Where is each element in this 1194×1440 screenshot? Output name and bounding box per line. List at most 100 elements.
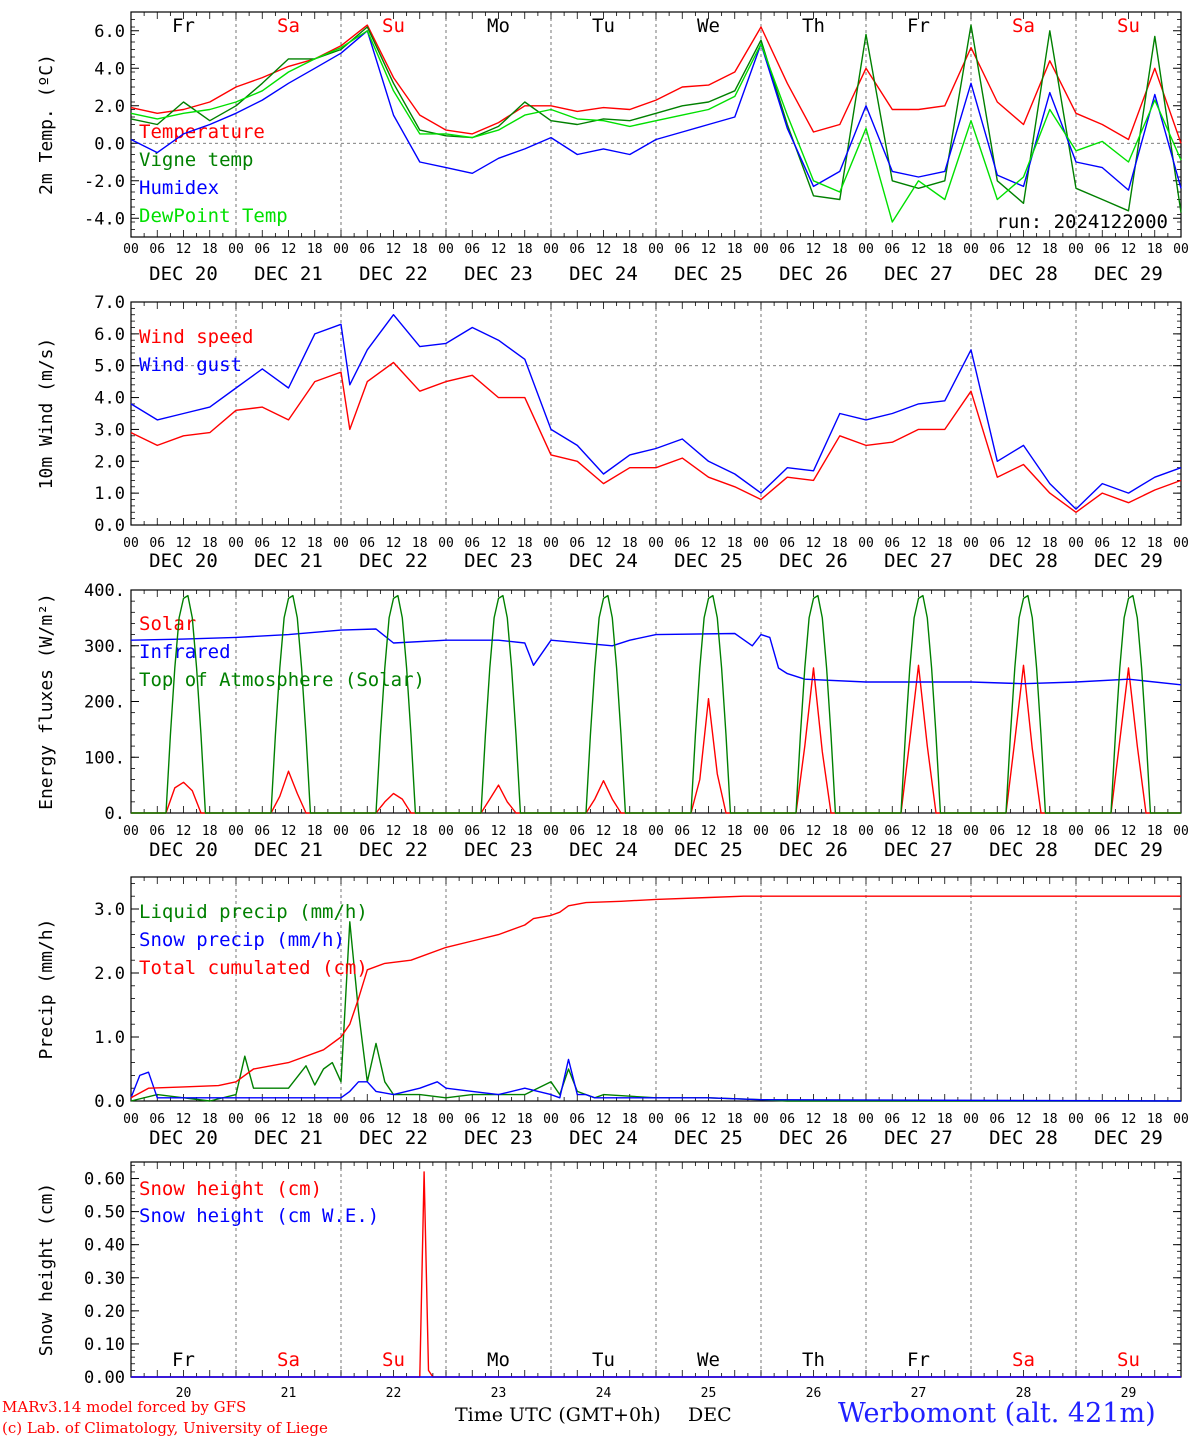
x-hour-label: 18 (622, 242, 638, 257)
x-hour-label: 12 (911, 824, 927, 839)
x-hour-label: 12 (806, 536, 822, 551)
y-tick-label: 0.0 (94, 1092, 125, 1112)
x-hour-label: 12 (701, 242, 717, 257)
x-hour-label: 06 (149, 824, 165, 839)
series-line (130, 24, 1182, 144)
y-tick-label: -2.0 (84, 172, 125, 192)
x-date-label: DEC 24 (569, 839, 638, 861)
y-tick-label: 1.0 (94, 484, 125, 504)
day-number-label: 21 (281, 1386, 297, 1401)
y-tick-label: 0.40 (84, 1236, 125, 1256)
x-hour-label: 00 (1068, 242, 1084, 257)
x-hour-label: 18 (1147, 242, 1163, 257)
y-tick-label: 4.0 (94, 389, 125, 409)
legend-label: Wind gust (139, 354, 242, 376)
x-hour-label: 00 (858, 824, 874, 839)
day-number-label: 22 (386, 1386, 402, 1401)
x-hour-label: 12 (176, 536, 192, 551)
x-hour-label: 00 (333, 1112, 349, 1127)
x-hour-label: 06 (779, 824, 795, 839)
x-hour-label: 12 (911, 242, 927, 257)
series-line (130, 30, 1182, 191)
x-hour-label: 12 (1016, 824, 1032, 839)
x-hour-label: 12 (701, 1112, 717, 1127)
x-hour-label: 12 (911, 1112, 927, 1127)
x-date-label: DEC 20 (149, 1127, 218, 1149)
series-line (130, 30, 1182, 223)
legend-label: Solar (139, 613, 196, 635)
day-number-label: 27 (911, 1386, 927, 1401)
y-axis-label: Precip (mm/h) (36, 919, 57, 1060)
x-hour-label: 00 (228, 242, 244, 257)
y-tick-label: 7.0 (94, 293, 125, 313)
x-hour-label: 18 (517, 1112, 533, 1127)
day-number-label: 25 (701, 1386, 717, 1401)
day-number-label: 28 (1016, 1386, 1032, 1401)
x-hour-label: 06 (779, 242, 795, 257)
x-date-label: DEC 29 (1094, 1127, 1163, 1149)
x-date-label: DEC 29 (1094, 263, 1163, 285)
x-hour-label: 12 (491, 242, 507, 257)
x-hour-label: 00 (753, 1112, 769, 1127)
x-hour-label: 12 (386, 824, 402, 839)
x-hour-label: 12 (1121, 824, 1137, 839)
x-hour-label: 06 (779, 536, 795, 551)
x-date-label: DEC 22 (359, 550, 428, 572)
legend-label: Liquid precip (mm/h) (139, 901, 368, 923)
x-hour-label: 18 (1147, 536, 1163, 551)
x-hour-label: 12 (596, 242, 612, 257)
y-axis-label: 10m Wind (m/s) (36, 338, 57, 490)
x-hour-label: 00 (438, 824, 454, 839)
x-date-label: DEC 24 (569, 263, 638, 285)
x-hour-label: 12 (596, 536, 612, 551)
x-axis-title: Time UTC (GMT+0h) (455, 1404, 661, 1426)
x-hour-label: 06 (884, 242, 900, 257)
series-line (131, 594, 1181, 814)
x-hour-label: 18 (307, 824, 323, 839)
x-hour-label: 00 (858, 242, 874, 257)
legend-label: Snow precip (mm/h) (139, 929, 345, 951)
x-hour-label: 12 (176, 242, 192, 257)
x-date-label: DEC 26 (779, 263, 848, 285)
x-date-label: DEC 20 (149, 550, 218, 572)
legend-label: Snow height (cm W.E.) (139, 1205, 379, 1227)
y-tick-label: 0.00 (84, 1368, 125, 1388)
y-tick-label: 6.0 (94, 325, 125, 345)
y-tick-label: 2.0 (94, 964, 125, 984)
x-hour-label: 18 (832, 242, 848, 257)
day-number-label: 20 (176, 1386, 192, 1401)
x-hour-label: 18 (1147, 824, 1163, 839)
y-tick-label: 200. (84, 693, 125, 713)
weekday-label: Mo (487, 15, 510, 37)
x-hour-label: 06 (989, 824, 1005, 839)
x-date-label: DEC 26 (779, 1127, 848, 1149)
x-hour-label: 00 (648, 242, 664, 257)
x-hour-label: 18 (412, 824, 428, 839)
x-hour-label: 12 (491, 1112, 507, 1127)
legend-label: DewPoint Temp (139, 205, 288, 227)
x-date-label: DEC 26 (779, 550, 848, 572)
x-hour-label: 18 (307, 536, 323, 551)
x-hour-label: 06 (884, 536, 900, 551)
x-hour-label: 18 (517, 242, 533, 257)
x-hour-label: 12 (491, 824, 507, 839)
x-date-label: DEC 21 (254, 839, 323, 861)
x-date-label: DEC 22 (359, 839, 428, 861)
x-hour-label: 18 (937, 242, 953, 257)
y-tick-label: 0. (105, 804, 125, 824)
x-hour-label: 06 (569, 824, 585, 839)
x-hour-label: 12 (491, 536, 507, 551)
x-hour-label: 18 (412, 1112, 428, 1127)
y-tick-label: -4.0 (84, 209, 125, 229)
x-date-label: DEC 27 (884, 550, 953, 572)
x-date-label: DEC 25 (674, 550, 743, 572)
x-date-label: DEC 23 (464, 550, 533, 572)
x-hour-label: 06 (149, 242, 165, 257)
run-label: run: 2024122000 (996, 211, 1168, 233)
x-hour-label: 06 (464, 242, 480, 257)
weekday-label: Sa (1012, 15, 1035, 37)
y-tick-label: 0.0 (94, 134, 125, 154)
legend-label: Total cumulated (cm) (139, 957, 368, 979)
